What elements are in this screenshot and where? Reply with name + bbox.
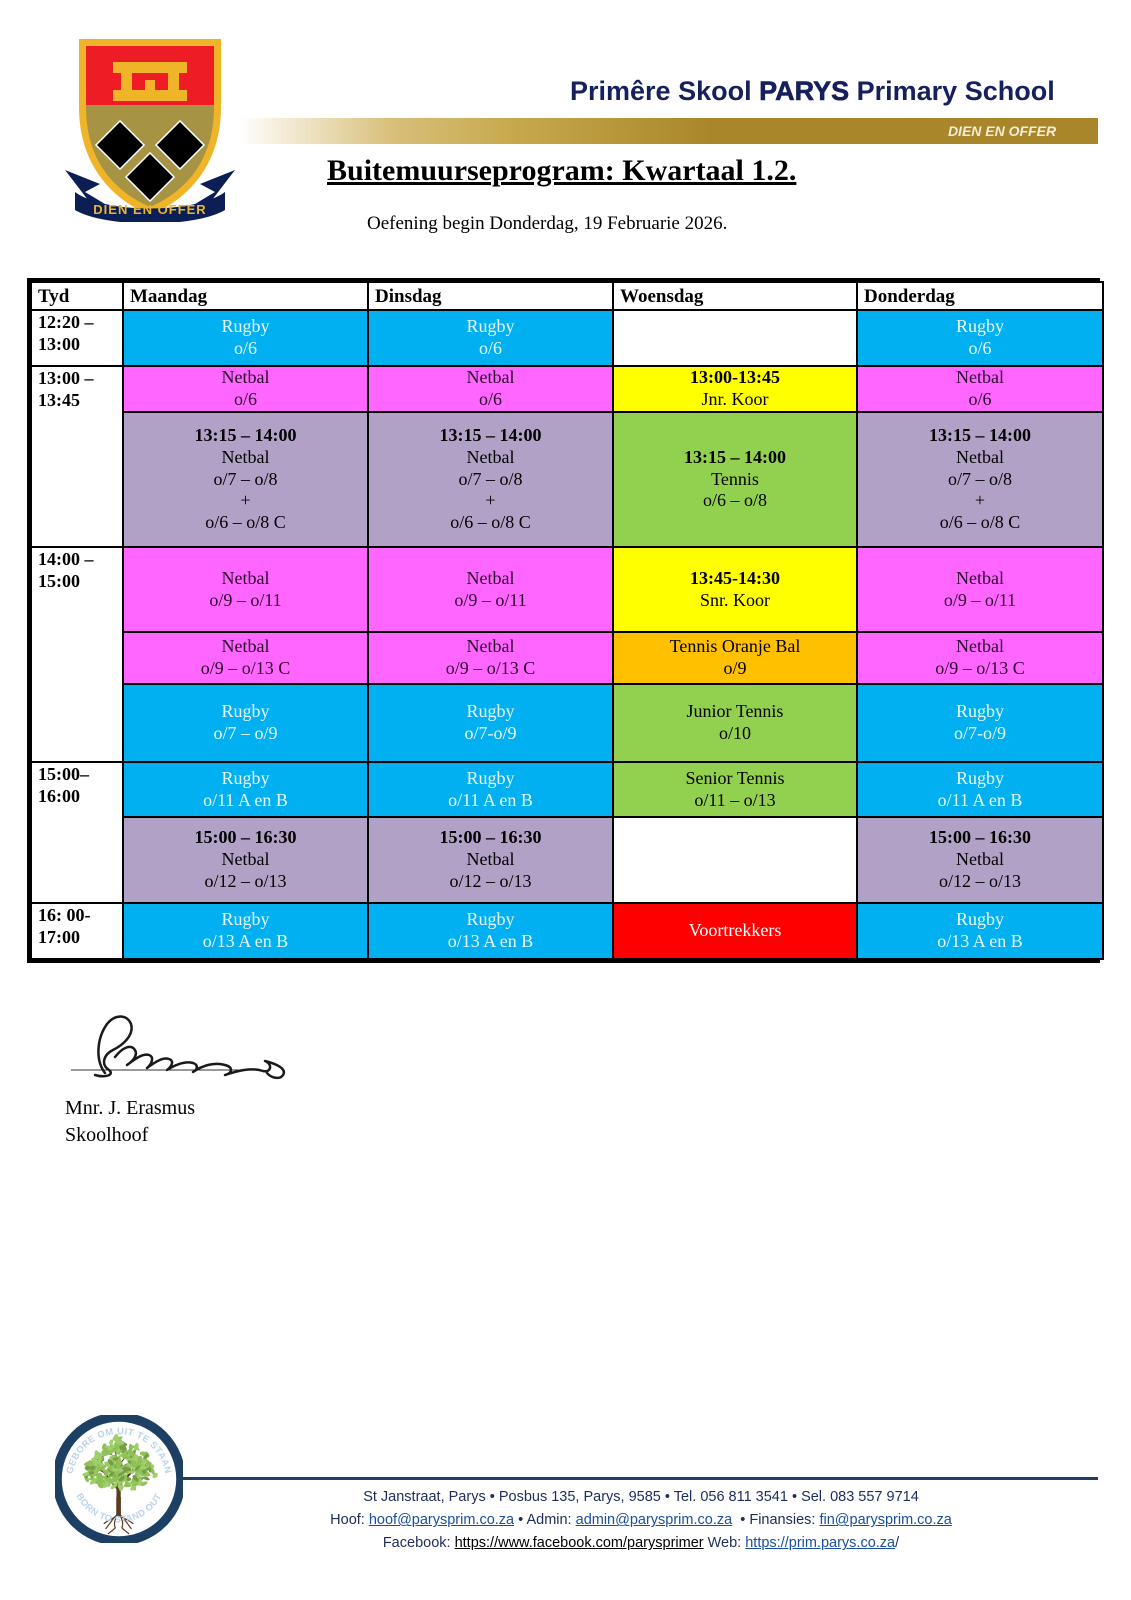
svg-text:DIEN EN OFFER: DIEN EN OFFER — [93, 202, 206, 217]
